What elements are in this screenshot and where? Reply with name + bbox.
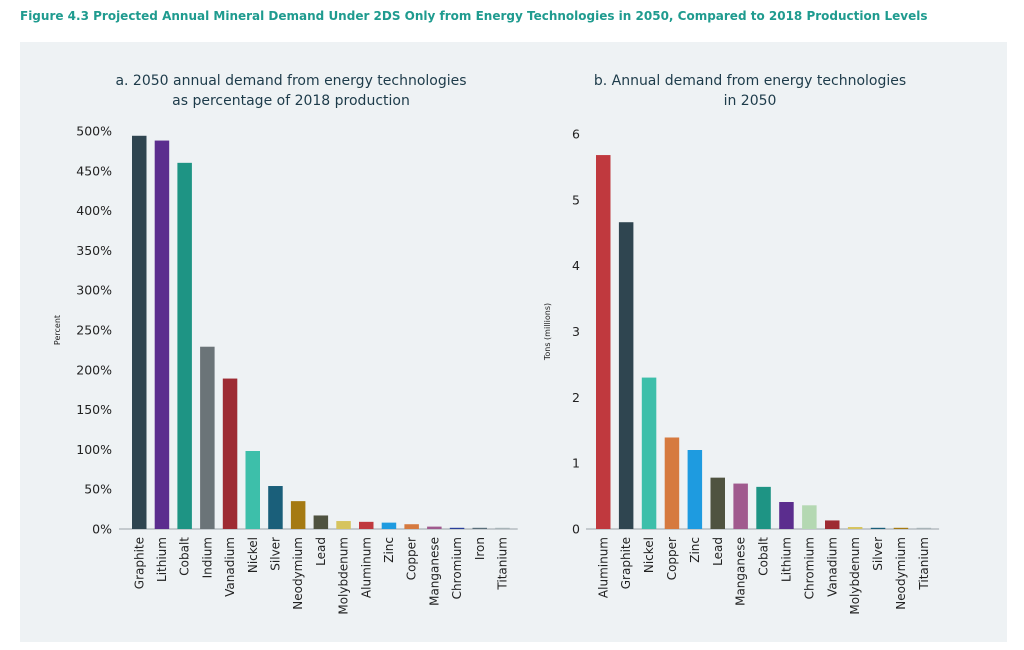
y-tick-label: 350% bbox=[76, 243, 112, 258]
y-tick-label: 150% bbox=[76, 402, 112, 417]
chart-title-line: as percentage of 2018 production bbox=[172, 93, 410, 109]
bar-graphite bbox=[618, 222, 634, 529]
x-tick-label: Vanadium bbox=[825, 537, 839, 597]
x-tick-label: Titanium bbox=[917, 537, 931, 591]
x-tick-label: Manganese bbox=[427, 537, 441, 606]
x-tick-label: Aluminum bbox=[359, 537, 373, 598]
y-tick-label: 450% bbox=[76, 163, 112, 178]
chart-title-line: a. 2050 annual demand from energy techno… bbox=[115, 73, 466, 89]
x-tick-label: Neodymium bbox=[894, 537, 908, 610]
y-tick-label: 50% bbox=[84, 482, 112, 497]
figure-title: Figure 4.3 Projected Annual Mineral Dema… bbox=[20, 9, 928, 23]
x-tick-label: Indium bbox=[200, 537, 214, 578]
bar-vanadium bbox=[825, 520, 840, 529]
bar-zinc bbox=[381, 522, 397, 529]
x-tick-label: Copper bbox=[665, 537, 679, 580]
bar-zinc bbox=[687, 450, 703, 529]
y-tick-label: 250% bbox=[76, 323, 112, 338]
x-tick-label: Nickel bbox=[642, 537, 656, 573]
bar-chromium bbox=[802, 505, 817, 529]
bar-aluminum bbox=[596, 155, 611, 530]
x-tick-label: Silver bbox=[871, 537, 885, 571]
charts-svg: a. 2050 annual demand from energy techno… bbox=[53, 73, 940, 615]
x-tick-label: Molybdenum bbox=[337, 537, 351, 615]
bar-cobalt bbox=[177, 162, 192, 529]
y-tick-label: 5 bbox=[572, 192, 580, 207]
y-tick-label: 6 bbox=[572, 127, 580, 142]
x-tick-label: Chromium bbox=[802, 537, 816, 599]
bar-manganese bbox=[733, 483, 748, 529]
y-axis-label: Tons (millions) bbox=[543, 303, 552, 361]
x-tick-label: Lithium bbox=[779, 537, 793, 582]
bar-copper bbox=[664, 437, 680, 529]
x-tick-label: Lead bbox=[314, 537, 328, 566]
bar-vanadium bbox=[222, 378, 238, 529]
y-tick-label: 300% bbox=[76, 283, 112, 298]
x-tick-label: Aluminum bbox=[596, 537, 610, 598]
x-tick-label: Neodymium bbox=[291, 537, 305, 610]
chart-title-line: b. Annual demand from energy technologie… bbox=[594, 73, 906, 89]
y-tick-label: 3 bbox=[572, 324, 580, 339]
x-tick-label: Molybdenum bbox=[848, 537, 862, 615]
bar-nickel bbox=[641, 377, 657, 529]
bar-nickel bbox=[245, 450, 260, 529]
x-tick-label: Copper bbox=[405, 537, 419, 580]
x-tick-label: Chromium bbox=[450, 537, 464, 599]
bar-graphite bbox=[132, 135, 147, 529]
y-tick-label: 1 bbox=[572, 456, 580, 471]
x-tick-label: Lead bbox=[711, 537, 725, 566]
y-tick-label: 0% bbox=[92, 522, 112, 537]
bar-manganese bbox=[427, 526, 442, 529]
bar-silver bbox=[870, 527, 886, 529]
x-tick-label: Nickel bbox=[246, 537, 260, 573]
x-tick-label: Lithium bbox=[155, 537, 169, 582]
bar-chromium bbox=[449, 527, 465, 529]
y-tick-label: 0 bbox=[572, 522, 580, 537]
bar-copper bbox=[404, 524, 419, 529]
bar-aluminum bbox=[359, 521, 374, 529]
x-tick-label: Graphite bbox=[132, 537, 146, 589]
y-tick-label: 100% bbox=[76, 442, 112, 457]
bar-lithium bbox=[779, 502, 794, 529]
x-tick-label: Zinc bbox=[688, 537, 702, 563]
x-tick-label: Titanium bbox=[495, 537, 509, 591]
bar-lead bbox=[313, 515, 329, 529]
x-tick-label: Silver bbox=[268, 537, 282, 571]
x-tick-label: Zinc bbox=[382, 537, 396, 563]
bar-silver bbox=[268, 486, 283, 529]
bar-titanium bbox=[495, 527, 510, 529]
x-tick-label: Cobalt bbox=[757, 537, 771, 576]
y-tick-label: 2 bbox=[572, 390, 580, 405]
bar-molybdenum bbox=[847, 527, 863, 529]
bar-titanium bbox=[916, 527, 932, 529]
y-tick-label: 200% bbox=[76, 362, 112, 377]
x-tick-label: Manganese bbox=[734, 537, 748, 606]
bar-iron bbox=[472, 527, 487, 529]
x-tick-label: Iron bbox=[473, 537, 487, 560]
y-axis-label: Percent bbox=[53, 315, 62, 345]
bar-cobalt bbox=[756, 486, 771, 529]
y-tick-label: 4 bbox=[572, 258, 580, 273]
chart-panel: a. 2050 annual demand from energy techno… bbox=[20, 42, 1007, 642]
bar-molybdenum bbox=[336, 521, 351, 529]
x-tick-label: Graphite bbox=[619, 537, 633, 589]
bar-indium bbox=[200, 346, 215, 529]
bar-lead bbox=[710, 477, 725, 529]
bar-neodymium bbox=[893, 527, 909, 529]
x-tick-label: Vanadium bbox=[223, 537, 237, 597]
chart-title-line: in 2050 bbox=[724, 93, 777, 109]
x-tick-label: Cobalt bbox=[178, 537, 192, 576]
y-tick-label: 400% bbox=[76, 203, 112, 218]
y-tick-label: 500% bbox=[76, 124, 112, 139]
bar-lithium bbox=[154, 140, 170, 529]
bar-neodymium bbox=[290, 501, 306, 529]
